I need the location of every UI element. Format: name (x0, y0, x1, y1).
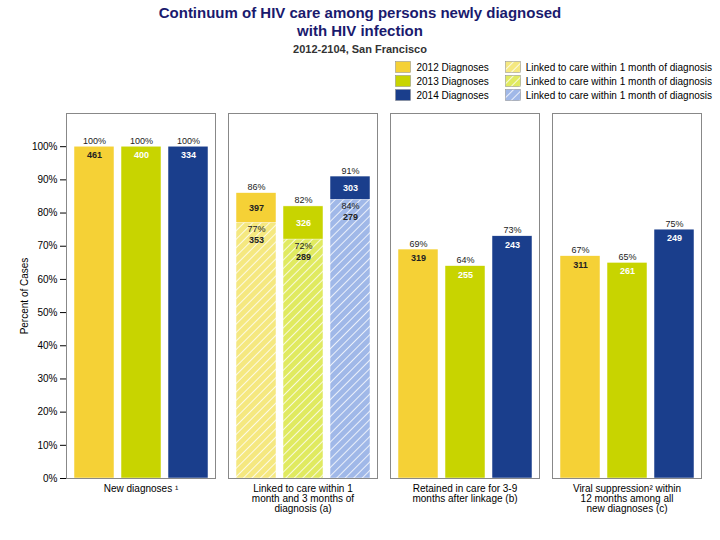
html-text:Linked to care within 1 month: Linked to care within 1 month of diagnos… (525, 75, 712, 87)
svg-text:72%: 72% (294, 241, 312, 251)
svg-text:77%: 77% (247, 224, 265, 234)
svg-text:91%: 91% (341, 166, 359, 176)
html-text:Linked to care within 1 month: Linked to care within 1 month of diagnos… (525, 61, 712, 73)
svg-text:65%: 65% (618, 252, 636, 262)
svg-text:75%: 75% (665, 219, 683, 229)
svg-text:303: 303 (343, 183, 358, 193)
svg-text:90%: 90% (37, 174, 57, 185)
svg-text:243: 243 (505, 240, 520, 250)
svg-text:67%: 67% (571, 245, 589, 255)
svg-text:30%: 30% (37, 373, 57, 384)
svg-text:461: 461 (87, 150, 102, 160)
svg-text:40%: 40% (37, 340, 57, 351)
html-text:2013 Diagnoses: 2013 Diagnoses (416, 75, 489, 87)
svg-text:289: 289 (296, 252, 311, 262)
svg-text:60%: 60% (37, 274, 57, 285)
svg-text:255: 255 (458, 270, 473, 280)
svg-text:100%: 100% (130, 136, 153, 146)
svg-text:100%: 100% (32, 141, 58, 152)
svg-text:73%: 73% (503, 225, 521, 235)
svg-text:249: 249 (667, 233, 682, 243)
svg-text:319: 319 (411, 253, 426, 263)
svg-text:10%: 10% (37, 440, 57, 451)
html-text:2014 Diagnoses: 2014 Diagnoses (416, 89, 489, 101)
svg-text:353: 353 (249, 235, 264, 245)
svg-text:50%: 50% (37, 307, 57, 318)
svg-text:100%: 100% (177, 136, 200, 146)
svg-text:82%: 82% (294, 195, 312, 205)
svg-text:64%: 64% (456, 255, 474, 265)
svg-text:334: 334 (181, 150, 196, 160)
svg-text:20%: 20% (37, 406, 57, 417)
html-text:2012 Diagnoses: 2012 Diagnoses (416, 61, 489, 73)
svg-text:Linked to care within 1month a: Linked to care within 1month and 3 month… (252, 483, 355, 514)
svg-text:Retained in care for 3-9months: Retained in care for 3-9months after lin… (412, 483, 517, 504)
svg-text:326: 326 (296, 218, 311, 228)
svg-text:69%: 69% (409, 239, 427, 249)
svg-text:0%: 0% (43, 473, 58, 484)
html-text:Linked to care within 1 month: Linked to care within 1 month of diagnos… (525, 89, 712, 101)
html-text:2012-2104, San Francisco: 2012-2104, San Francisco (293, 43, 427, 55)
svg-text:Viral suppression² within12 mo: Viral suppression² within12 months among… (573, 483, 681, 514)
svg-text:100%: 100% (83, 136, 106, 146)
svg-text:86%: 86% (247, 182, 265, 192)
svg-text:400: 400 (134, 150, 149, 160)
svg-text:311: 311 (573, 260, 588, 270)
svg-text:261: 261 (620, 266, 635, 276)
svg-text:84%: 84% (341, 201, 359, 211)
svg-text:279: 279 (343, 212, 358, 222)
svg-text:New diagnoses ¹: New diagnoses ¹ (104, 483, 179, 494)
html-text:Continuum of HIV care among pe: Continuum of HIV care among persons newl… (158, 4, 562, 39)
svg-text:70%: 70% (37, 240, 57, 251)
svg-text:Percent of Cases: Percent of Cases (19, 258, 30, 335)
svg-text:397: 397 (249, 203, 264, 213)
svg-text:80%: 80% (37, 207, 57, 218)
